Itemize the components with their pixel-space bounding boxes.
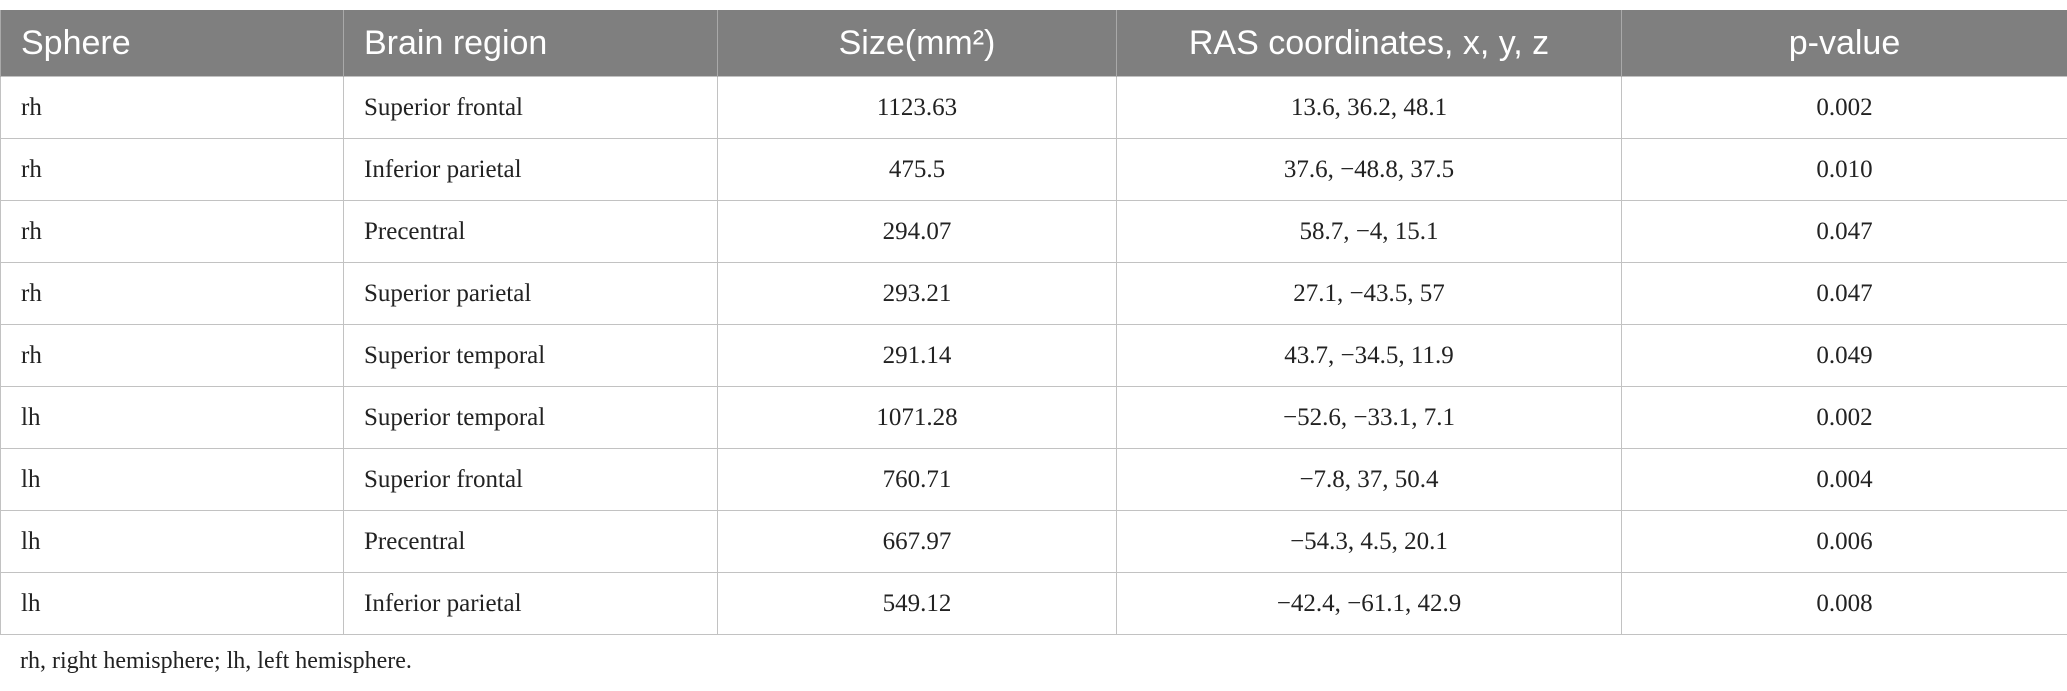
table-row: rh Precentral 294.07 58.7, −4, 15.1 0.047 xyxy=(0,200,2067,263)
table-cell: Superior temporal xyxy=(343,324,718,387)
table-cell: rh xyxy=(0,138,344,201)
table-cell: 0.006 xyxy=(1621,510,2067,573)
table-cell: lh xyxy=(0,510,344,573)
table-cell: Superior frontal xyxy=(343,448,718,511)
table-cell: 58.7, −4, 15.1 xyxy=(1116,200,1622,263)
table-cell: Superior temporal xyxy=(343,386,718,449)
table-cell: 293.21 xyxy=(717,262,1117,325)
table-row: lh Superior temporal 1071.28 −52.6, −33.1, … xyxy=(0,386,2067,449)
table-cell: lh xyxy=(0,572,344,635)
table-row: lh Precentral 667.97 −54.3, 4.5, 20.1 0.006 xyxy=(0,510,2067,573)
table-cell: 667.97 xyxy=(717,510,1117,573)
table-row: rh Superior parietal 293.21 27.1, −43.5, 57… xyxy=(0,262,2067,325)
table-cell: 0.008 xyxy=(1621,572,2067,635)
table-cell: lh xyxy=(0,448,344,511)
table-cell: 37.6, −48.8, 37.5 xyxy=(1116,138,1622,201)
table-cell: 0.010 xyxy=(1621,138,2067,201)
table-cell: Inferior parietal xyxy=(343,572,718,635)
table-cell: −42.4, −61.1, 42.9 xyxy=(1116,572,1622,635)
table-cell: 1071.28 xyxy=(717,386,1117,449)
table-row: lh Superior frontal 760.71 −7.8, 37, 50.4 0.… xyxy=(0,448,2067,511)
table-cell: Superior parietal xyxy=(343,262,718,325)
table-cell: −52.6, −33.1, 7.1 xyxy=(1116,386,1622,449)
table-cell: Superior frontal xyxy=(343,76,718,139)
column-header: Size(mm²) xyxy=(717,10,1117,77)
table-cell: 0.004 xyxy=(1621,448,2067,511)
table-row: rh Superior frontal 1123.63 13.6, 36.2, 48.… xyxy=(0,76,2067,139)
table-cell: 291.14 xyxy=(717,324,1117,387)
table-row: rh Inferior parietal 475.5 37.6, −48.8, 37.… xyxy=(0,138,2067,201)
column-header: Brain region xyxy=(343,10,718,77)
data-table: Sphere Brain region Size(mm²) RAS coordinat… xyxy=(0,10,2067,635)
column-header: Sphere xyxy=(0,10,344,77)
table-cell: 1123.63 xyxy=(717,76,1117,139)
table-cell: Precentral xyxy=(343,200,718,263)
table-cell: Precentral xyxy=(343,510,718,573)
table-cell: −7.8, 37, 50.4 xyxy=(1116,448,1622,511)
table-cell: 13.6, 36.2, 48.1 xyxy=(1116,76,1622,139)
table-cell: rh xyxy=(0,262,344,325)
header-row: Sphere Brain region Size(mm²) RAS coordinat… xyxy=(0,10,2067,77)
table-cell: 43.7, −34.5, 11.9 xyxy=(1116,324,1622,387)
table-cell: 27.1, −43.5, 57 xyxy=(1116,262,1622,325)
table-cell: 0.002 xyxy=(1621,386,2067,449)
table-cell: 0.002 xyxy=(1621,76,2067,139)
table-body: rh Superior frontal 1123.63 13.6, 36.2, 48.… xyxy=(0,76,2067,635)
table-cell: 760.71 xyxy=(717,448,1117,511)
table-cell: rh xyxy=(0,200,344,263)
table-cell: 294.07 xyxy=(717,200,1117,263)
table-cell: lh xyxy=(0,386,344,449)
table-row: rh Superior temporal 291.14 43.7, −34.5, 11… xyxy=(0,324,2067,387)
table-cell: 475.5 xyxy=(717,138,1117,201)
footnote: rh, right hemisphere; lh, left hemispher… xyxy=(20,648,412,674)
table-cell: rh xyxy=(0,324,344,387)
column-header: p-value xyxy=(1621,10,2067,77)
column-header: RAS coordinates, x, y, z xyxy=(1116,10,1622,77)
table-cell: rh xyxy=(0,76,344,139)
table-cell: 0.049 xyxy=(1621,324,2067,387)
table-row: lh Inferior parietal 549.12 −42.4, −61.1, 4… xyxy=(0,572,2067,635)
table-cell: 0.047 xyxy=(1621,200,2067,263)
table-cell: Inferior parietal xyxy=(343,138,718,201)
table-cell: 0.047 xyxy=(1621,262,2067,325)
table-cell: 549.12 xyxy=(717,572,1117,635)
table-cell: −54.3, 4.5, 20.1 xyxy=(1116,510,1622,573)
